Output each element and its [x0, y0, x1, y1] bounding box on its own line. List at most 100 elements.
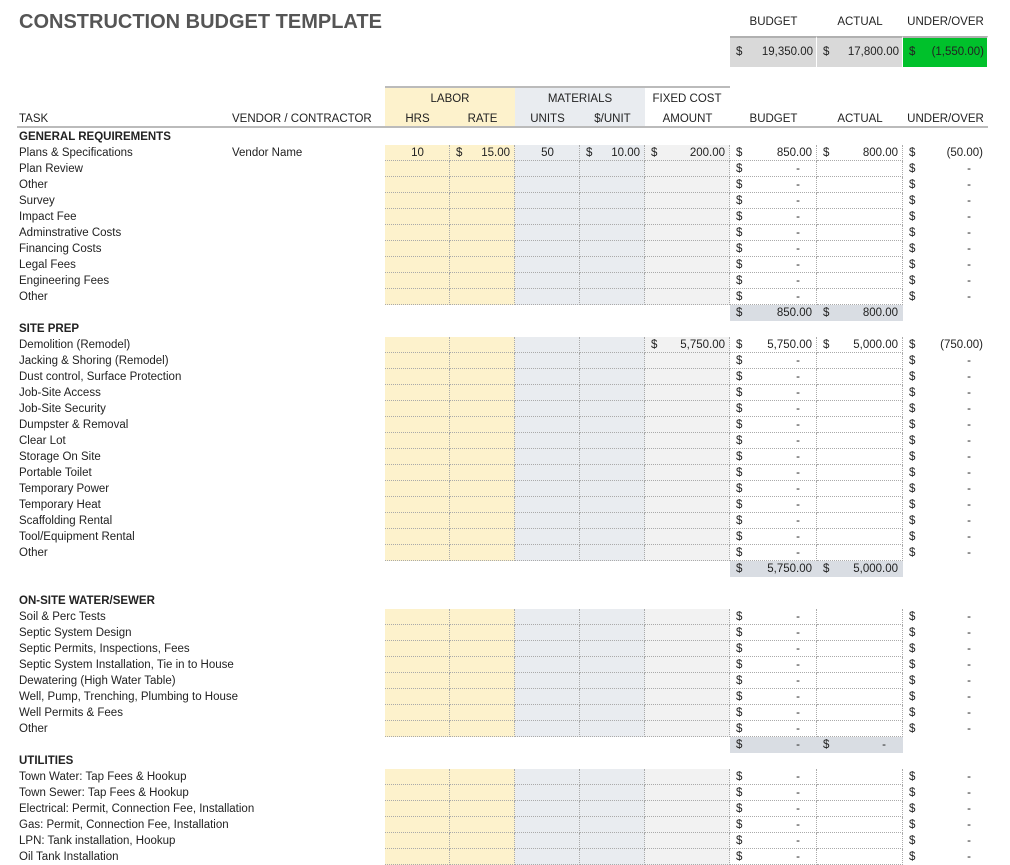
- currency: $: [909, 211, 916, 223]
- currency: $: [909, 707, 916, 719]
- summary-value: 17,800.00: [847, 46, 899, 58]
- cell: [817, 641, 903, 657]
- cell: [450, 401, 515, 417]
- header-rule: [17, 126, 988, 128]
- task: Well, Pump, Trenching, Plumbing to House: [19, 691, 239, 703]
- cell: [817, 385, 903, 401]
- cell-value: -: [967, 451, 971, 463]
- cell: [645, 209, 730, 225]
- cell: [580, 273, 645, 289]
- cell: [580, 257, 645, 273]
- currency: $: [909, 355, 916, 367]
- task: Financing Costs: [19, 243, 102, 255]
- currency: $: [909, 483, 916, 495]
- cell-value: -: [796, 659, 800, 671]
- task: Other: [19, 179, 48, 191]
- currency: $: [909, 819, 916, 831]
- cell: [450, 497, 515, 513]
- column-header: ACTUAL: [837, 113, 883, 125]
- subtotal-cell: [730, 561, 817, 577]
- cell: [450, 145, 515, 161]
- cell: [515, 673, 580, 689]
- task: Septic System Installation, Tie in to Ho…: [19, 659, 234, 671]
- cell: [645, 609, 730, 625]
- task: Plan Review: [19, 163, 83, 175]
- cell-value: -: [796, 723, 800, 735]
- task: Septic System Design: [19, 627, 132, 639]
- cell: [385, 657, 450, 673]
- cell: [730, 353, 817, 369]
- cell: [817, 209, 903, 225]
- currency: $: [909, 723, 916, 735]
- cell-value: -: [967, 643, 971, 655]
- cell-value: 850.00: [776, 147, 812, 159]
- cell-value: -: [796, 195, 800, 207]
- currency: $: [651, 339, 658, 351]
- cell: [450, 449, 515, 465]
- currency: $: [736, 835, 743, 847]
- subtotal-value: 850.00: [776, 307, 812, 319]
- cell: [645, 721, 730, 737]
- cell: [515, 641, 580, 657]
- cell: [730, 289, 817, 305]
- cell: [515, 849, 580, 865]
- currency: $: [909, 787, 916, 799]
- cell: [450, 641, 515, 657]
- cell: [385, 689, 450, 705]
- cell-value: -: [796, 291, 800, 303]
- cell-value: -: [796, 483, 800, 495]
- currency: $: [736, 515, 743, 527]
- cell-value: -: [796, 179, 800, 191]
- cell: [817, 705, 903, 721]
- cell-value: -: [967, 259, 971, 271]
- cell: [385, 401, 450, 417]
- summary-cell: [817, 36, 903, 67]
- currency: $: [456, 147, 463, 159]
- cell: [730, 433, 817, 449]
- cell-value: -: [967, 531, 971, 543]
- cell: [385, 241, 450, 257]
- cell: [385, 257, 450, 273]
- currency: $: [823, 307, 830, 319]
- cell-value: -: [967, 787, 971, 799]
- currency: $: [909, 659, 916, 671]
- currency: $: [651, 147, 658, 159]
- cell: [580, 657, 645, 673]
- cell: [515, 609, 580, 625]
- currency: $: [823, 339, 830, 351]
- cell: [580, 177, 645, 193]
- cell: [385, 193, 450, 209]
- cell: [817, 801, 903, 817]
- cell: [385, 769, 450, 785]
- cell: [645, 705, 730, 721]
- cell: [645, 401, 730, 417]
- subtotal-value: 5,750.00: [767, 563, 812, 575]
- cell: [645, 481, 730, 497]
- summary-cell: [903, 36, 988, 67]
- cell: [385, 385, 450, 401]
- cell: [645, 177, 730, 193]
- cell-value: -: [967, 243, 971, 255]
- cell: [730, 417, 817, 433]
- cell: [580, 337, 645, 353]
- subtotal-cell: [817, 561, 903, 577]
- cell: [450, 769, 515, 785]
- cell-value: -: [796, 227, 800, 239]
- currency: $: [909, 371, 916, 383]
- cell: [450, 385, 515, 401]
- currency: $: [736, 211, 743, 223]
- currency: $: [736, 371, 743, 383]
- cell: [580, 401, 645, 417]
- currency: $: [736, 675, 743, 687]
- cell-value: -: [796, 787, 800, 799]
- cell: [817, 401, 903, 417]
- cell: [645, 833, 730, 849]
- currency: $: [909, 771, 916, 783]
- cell: [450, 481, 515, 497]
- cell-value: 10.00: [611, 147, 640, 159]
- cell-value: -: [796, 259, 800, 271]
- cell: [730, 161, 817, 177]
- labor-header: [385, 86, 515, 127]
- cell: [580, 465, 645, 481]
- cell: [385, 625, 450, 641]
